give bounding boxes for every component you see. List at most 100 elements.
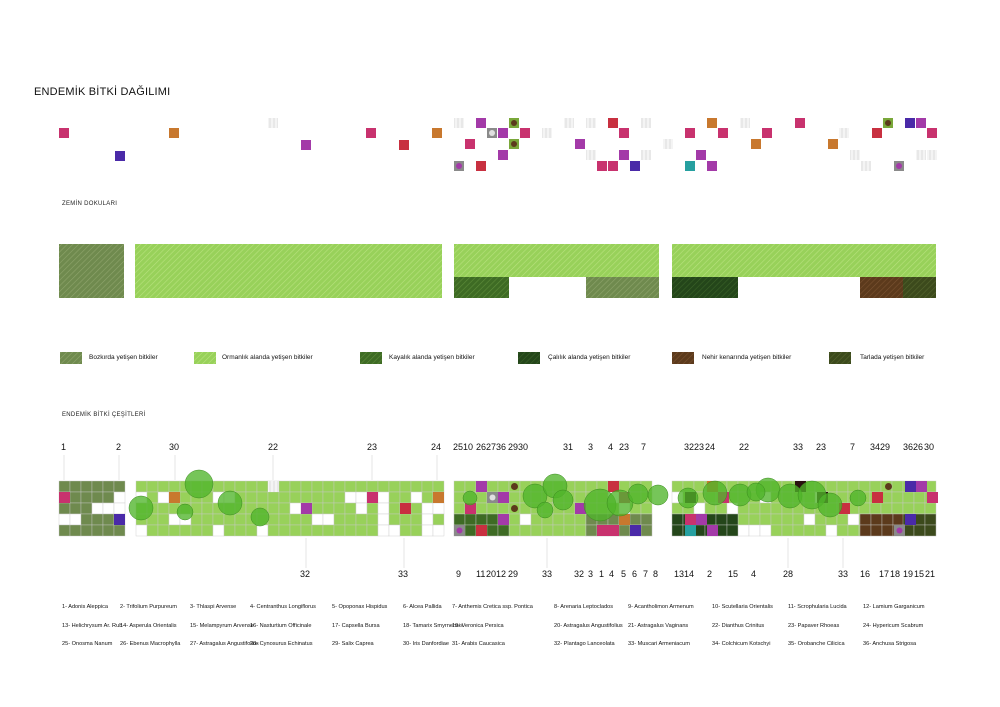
bottom-number: 32 xyxy=(300,569,311,579)
texture-kayalik xyxy=(454,277,509,298)
tree-canopy xyxy=(552,489,574,511)
grid-cell xyxy=(464,524,477,537)
grid-cell xyxy=(102,491,115,504)
top-number: 3223 xyxy=(684,442,705,452)
species-entry: 8- Arenaria Leptoclados xyxy=(554,604,614,610)
legend-label-tarla: Tarlada yetişen bitkiler xyxy=(860,354,925,361)
bottom-number: 33 xyxy=(398,569,409,579)
tree-canopy xyxy=(677,487,699,509)
species-entry: 31- Arabis Caucasica xyxy=(452,641,505,647)
species-entry: 7- Anthemis Cretica ssp. Pontica xyxy=(452,604,533,610)
grid-cell xyxy=(475,513,488,526)
bottom-number: 15 xyxy=(914,569,925,579)
species-dot xyxy=(896,527,903,534)
species-entry: 29- Salix Caprea xyxy=(332,641,374,647)
bottom-number: 8 xyxy=(653,569,659,579)
plant-square xyxy=(619,128,629,138)
grid-cell xyxy=(157,491,170,504)
grid-cell xyxy=(91,513,104,526)
top-number: 3 xyxy=(588,442,594,452)
bottom-number: 15 xyxy=(728,569,739,579)
grid-cell xyxy=(671,524,684,537)
grid-cell xyxy=(902,491,915,504)
species-entry: 30- Iris Danfordiae xyxy=(403,641,450,647)
grid-cell xyxy=(902,502,915,515)
species-square xyxy=(400,503,411,514)
grid-cell xyxy=(69,524,82,537)
plant-square xyxy=(169,128,179,138)
grid-cell xyxy=(102,524,115,537)
grid-cell xyxy=(267,513,280,526)
grid-cell xyxy=(847,524,860,537)
species-square xyxy=(905,514,916,525)
plant-square xyxy=(476,118,486,128)
grid-cell xyxy=(770,524,783,537)
grid-cell xyxy=(618,524,631,537)
plant-square xyxy=(454,118,464,128)
grid-cell xyxy=(574,513,587,526)
grid-cell xyxy=(355,513,368,526)
plant-square xyxy=(476,161,486,171)
grid-cell xyxy=(770,513,783,526)
grid-cell xyxy=(146,480,159,493)
grid-cell xyxy=(541,524,554,537)
tree-canopy xyxy=(817,492,843,518)
grid-cell xyxy=(640,524,653,537)
grid-cell xyxy=(91,502,104,515)
grid-cell xyxy=(278,513,291,526)
grid-cell xyxy=(715,513,728,526)
grid-cell xyxy=(113,502,126,515)
plant-square xyxy=(115,151,125,161)
species-dot xyxy=(885,483,892,490)
species-square xyxy=(696,514,707,525)
bottom-number: 4 xyxy=(751,569,757,579)
grid-cell xyxy=(759,513,772,526)
top-number: 2 xyxy=(116,442,122,452)
grid-cell xyxy=(311,513,324,526)
tree-canopy xyxy=(462,490,478,506)
top-number: 1 xyxy=(61,442,67,452)
plant-dot xyxy=(511,120,517,126)
grid-cell xyxy=(344,491,357,504)
page-title: ENDEMİK BİTKİ DAĞILIMI xyxy=(34,86,171,98)
grid-cell xyxy=(421,491,434,504)
grid-cell xyxy=(640,513,653,526)
grid-cell xyxy=(201,513,214,526)
grid-cell xyxy=(58,513,71,526)
top-number: 23 xyxy=(816,442,827,452)
grid-cell xyxy=(869,502,882,515)
grid-cell xyxy=(157,480,170,493)
plant-square xyxy=(927,150,937,160)
grid-cell xyxy=(300,480,313,493)
grid-cell xyxy=(870,513,883,526)
grid-cell xyxy=(113,524,126,537)
plant-square xyxy=(718,128,728,138)
top-number: 2930 xyxy=(508,442,529,452)
species-entry: 3- Thlaspi Arvense xyxy=(190,604,237,610)
species-entry: 32- Plantago Lanceolata xyxy=(554,641,615,647)
grid-cell xyxy=(300,524,313,537)
grid-cell xyxy=(881,513,894,526)
grid-cell xyxy=(80,502,93,515)
bottom-number: 1 xyxy=(599,569,605,579)
grid-cell xyxy=(91,491,104,504)
legend-label-kayalik: Kayalık alanda yetişen bitkiler xyxy=(389,354,475,361)
species-square xyxy=(367,492,378,503)
plant-dot xyxy=(489,130,495,136)
grid-cell xyxy=(836,480,849,493)
species-square xyxy=(301,503,312,514)
grid-cell xyxy=(300,513,313,526)
plant-square xyxy=(586,118,596,128)
grid-cell xyxy=(803,513,816,526)
grid-cell xyxy=(563,524,576,537)
grid-cell xyxy=(410,524,423,537)
species-entry: 34- Colchicum Kotschyi xyxy=(712,641,771,647)
grid-cell xyxy=(748,513,761,526)
texture-nehir xyxy=(860,277,903,298)
grid-cell xyxy=(410,480,423,493)
top-number: 22 xyxy=(268,442,279,452)
grid-cell xyxy=(355,524,368,537)
plant-square xyxy=(498,150,508,160)
plant-square xyxy=(586,150,596,160)
grid-cell xyxy=(366,480,379,493)
